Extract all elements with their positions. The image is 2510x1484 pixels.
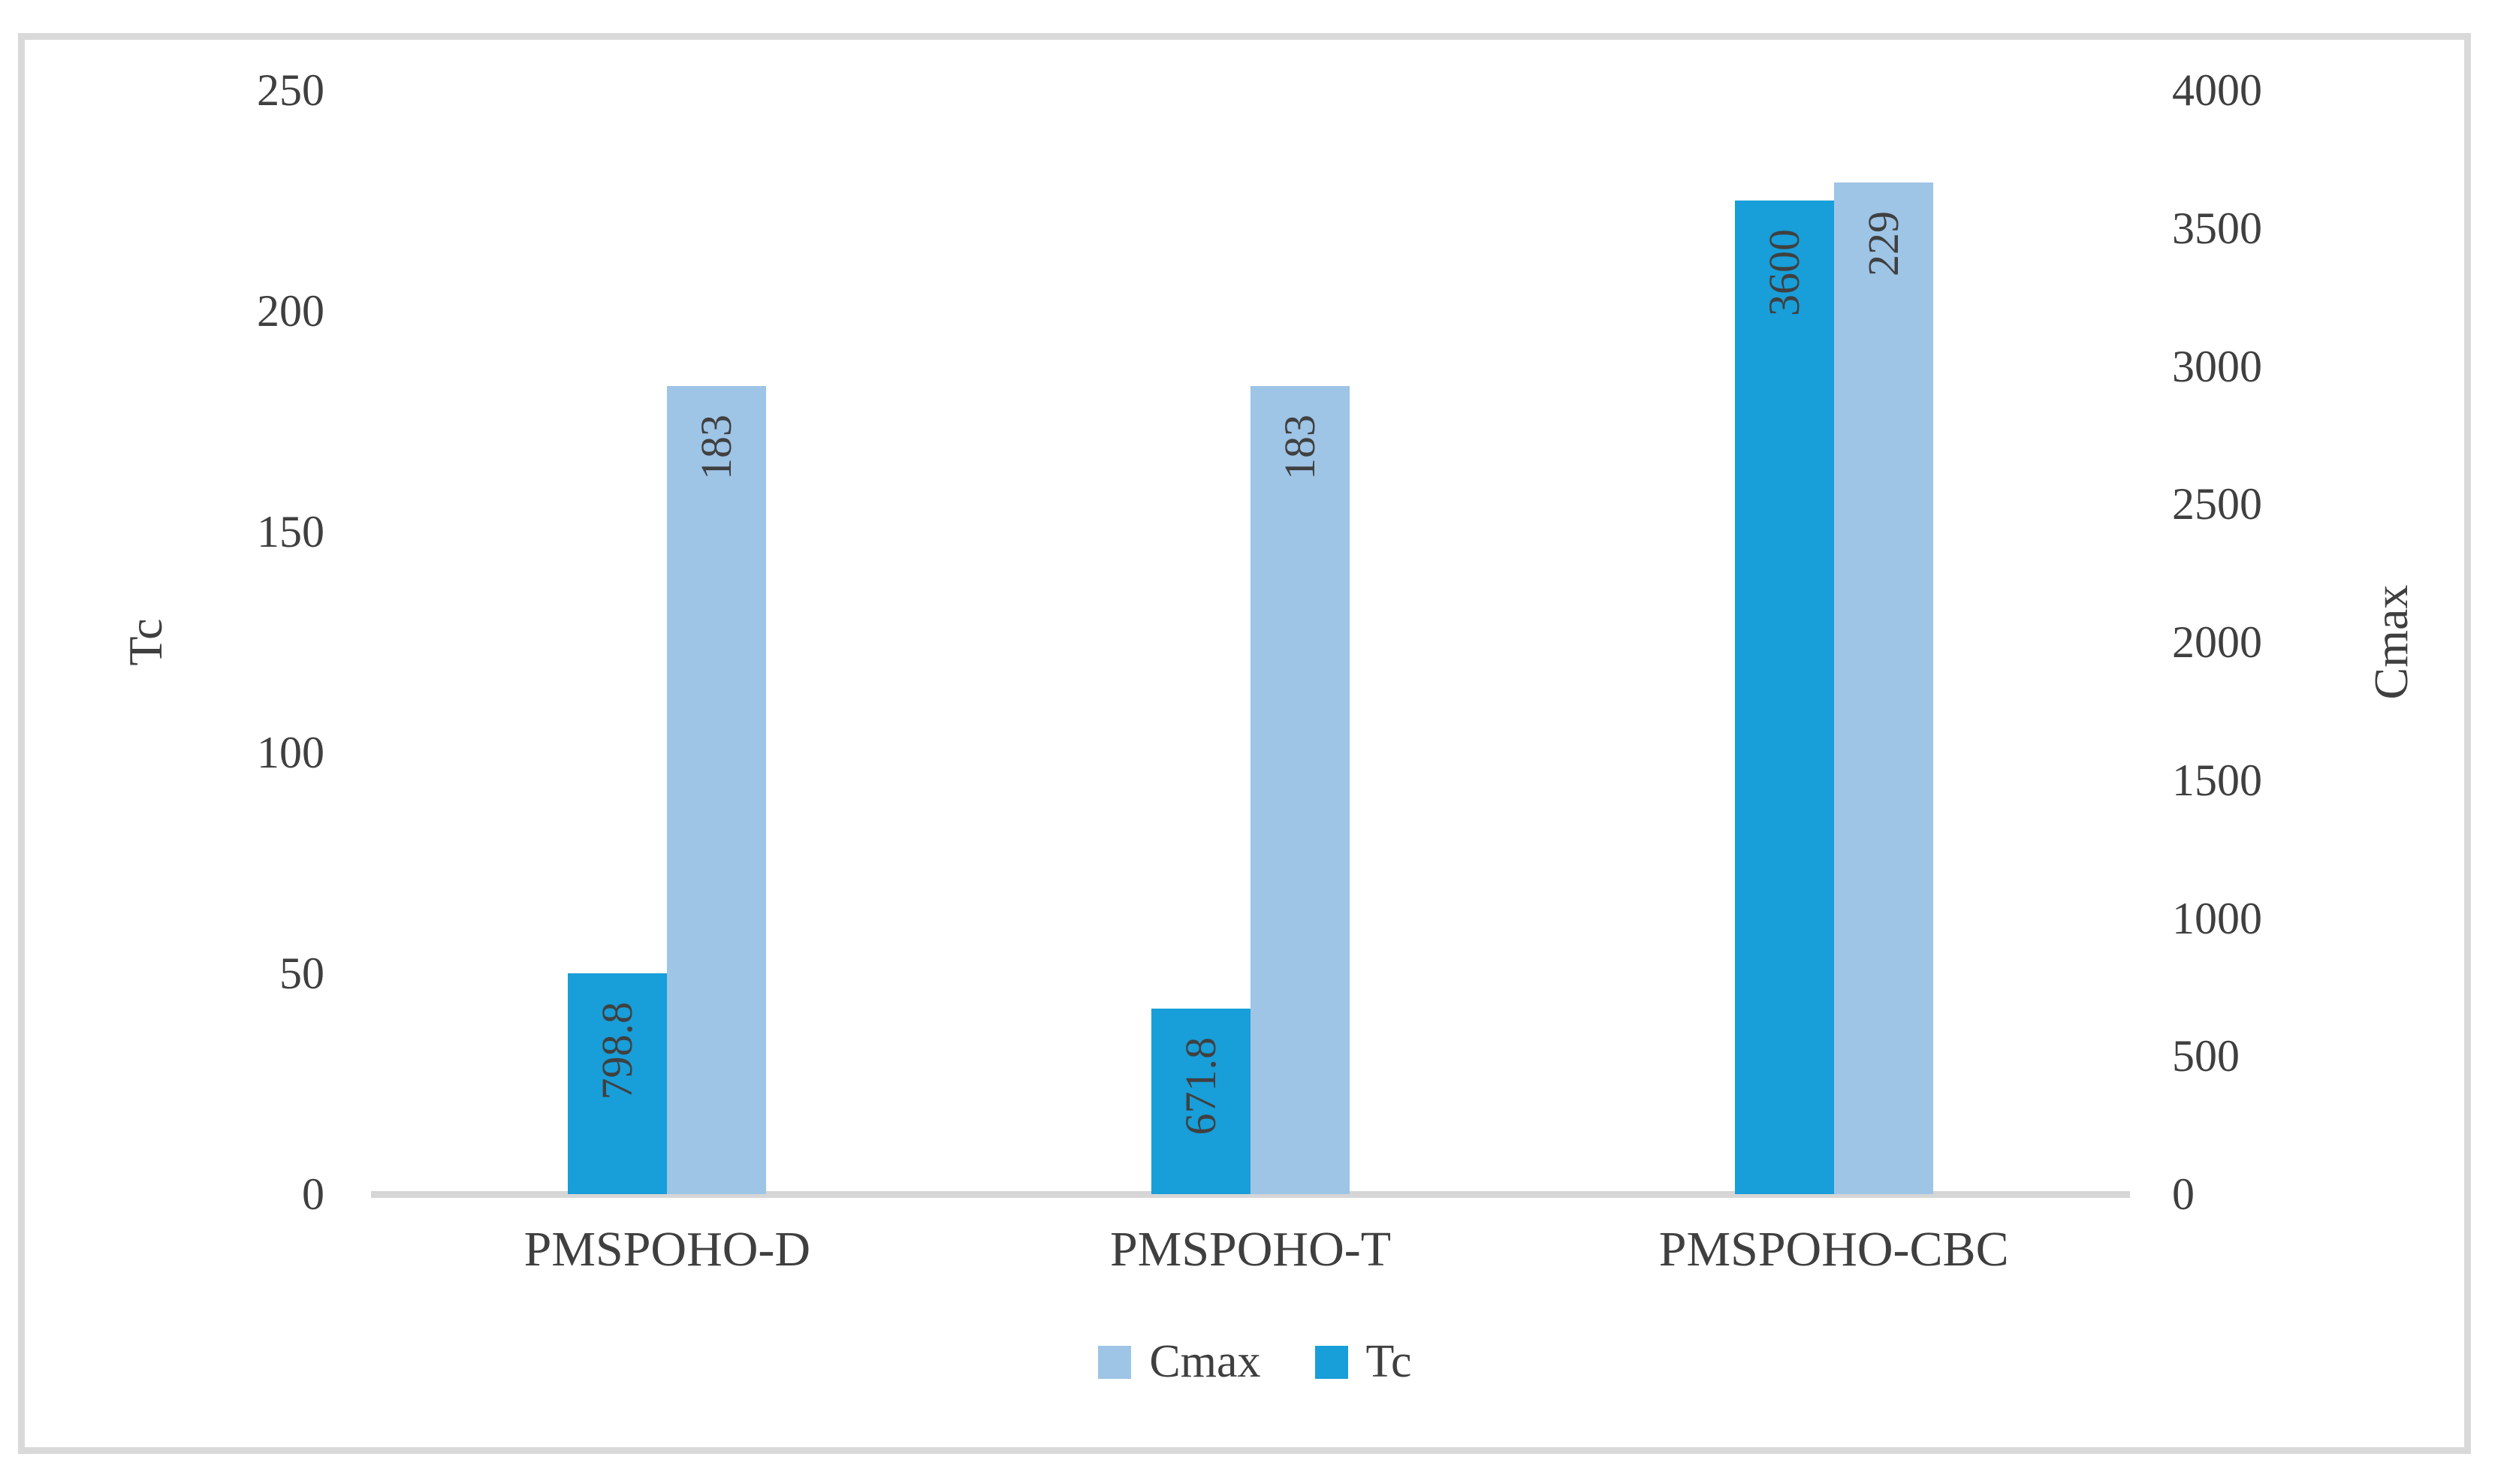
bar-cmax-pmspoho-cbc: 229 [1833,182,1933,1194]
bar-group: 3600 229 [1734,90,1933,1194]
right-axis-tick: 1500 [2172,755,2262,805]
right-axis-tick-labels: 4000 3500 3000 2500 2000 1500 1000 500 0 [2172,65,2412,1219]
bar-tc-pmspoho-d: 798.8 [568,973,668,1194]
left-axis-tick: 200 [257,286,324,336]
plot-area: 798.8 183 671.8 183 3600 229 [371,90,2130,1198]
category-label: PMSPOHO-D [523,1222,811,1277]
left-axis-tick-labels: 250 200 150 100 50 0 [0,65,324,1219]
right-axis-tick: 500 [2172,1031,2240,1081]
bar-cmax-pmspoho-t: 183 [1250,385,1350,1194]
right-axis-tick: 2500 [2172,479,2262,529]
left-axis-tick: 0 [302,1169,324,1219]
bar-group: 671.8 183 [1151,90,1350,1194]
right-axis-title: Cmax [2364,584,2418,700]
right-axis-tick: 2000 [2172,617,2262,667]
right-axis-tick: 3000 [2172,341,2262,391]
chart-legend: Cmax Tc [0,1335,2510,1389]
bar-data-label: 3600 [1759,229,1809,316]
bar-data-label: 183 [1275,414,1324,480]
x-axis-line [371,1191,2130,1198]
legend-label: Tc [1365,1336,1412,1387]
bar-data-label: 183 [692,414,741,480]
category-label: PMSPOHO-CBC [1658,1222,2009,1277]
bar-data-label: 229 [1858,211,1908,277]
bar-group: 798.8 183 [568,90,767,1194]
legend-marker-icon [1098,1345,1132,1379]
right-axis-tick: 3500 [2172,203,2262,253]
right-axis-tick: 1000 [2172,893,2262,943]
left-axis-tick: 100 [257,728,324,777]
bar-data-label: 671.8 [1175,1037,1225,1136]
chart-frame-border [18,33,2471,1454]
category-axis-labels: PMSPOHO-D PMSPOHO-T PMSPOHO-CBC [376,1222,2125,1277]
legend-label: Cmax [1149,1336,1261,1387]
bar-data-label: 798.8 [593,1002,642,1100]
right-axis-tick: 0 [2172,1169,2195,1219]
legend-item-cmax: Cmax [1098,1335,1261,1389]
left-axis-tick: 150 [257,507,324,556]
bar-tc-pmspoho-cbc: 3600 [1734,201,1834,1194]
left-axis-tick: 50 [279,949,324,998]
category-label: PMSPOHO-T [1109,1222,1392,1277]
legend-marker-icon [1314,1345,1348,1379]
legend-item-tc: Tc [1314,1335,1412,1389]
bar-cmax-pmspoho-d: 183 [667,385,767,1194]
bar-tc-pmspoho-t: 671.8 [1151,1009,1250,1194]
left-axis-tick: 250 [257,65,324,115]
right-axis-tick: 4000 [2172,65,2262,115]
